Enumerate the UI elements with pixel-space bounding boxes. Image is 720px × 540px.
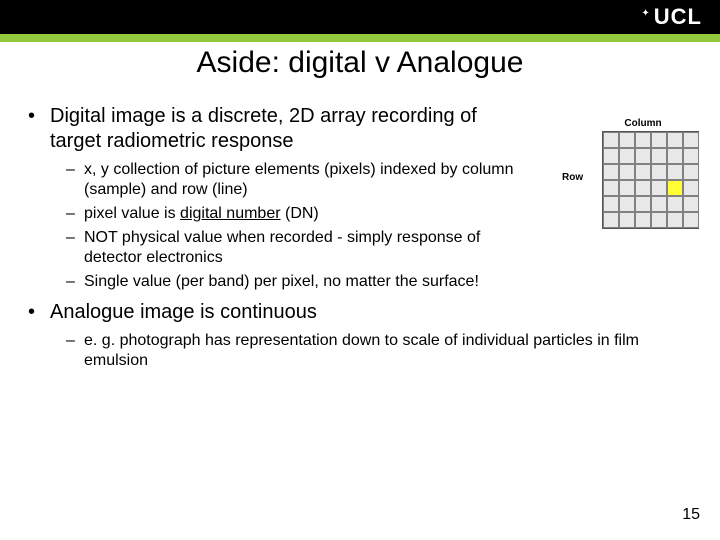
pixel-cell [667, 132, 683, 148]
pixel-grid-figure: Column Row [586, 118, 700, 229]
pixel-cell [683, 212, 699, 228]
bullet-text: Digital image is a discrete, 2D array re… [50, 105, 477, 152]
pixel-cell [683, 148, 699, 164]
pixel-cell [619, 132, 635, 148]
pixel-cell [603, 196, 619, 212]
pixel-cell [603, 180, 619, 196]
sub-bullet-list: e. g. photograph has representation down… [50, 331, 692, 371]
column-label: Column [586, 118, 700, 129]
accent-bar [0, 34, 720, 42]
pixel-cell [667, 164, 683, 180]
pixel-cell [635, 212, 651, 228]
pixel-cell [667, 212, 683, 228]
pixel-cell [603, 148, 619, 164]
pixel-cell [635, 148, 651, 164]
pixel-cell [603, 132, 619, 148]
sub-bullet-item: x, y collection of picture elements (pix… [50, 160, 530, 200]
pixel-cell [619, 196, 635, 212]
slide-title: Aside: digital v Analogue [0, 46, 720, 80]
header-bar: ✦ UCL [0, 0, 720, 34]
pixel-cell [635, 164, 651, 180]
logo-text: UCL [654, 4, 702, 30]
sub-bullet-item: Single value (per band) per pixel, no ma… [50, 272, 530, 292]
pixel-cell [635, 196, 651, 212]
pixel-cell [603, 212, 619, 228]
bullet-text: Analogue image is continuous [50, 301, 317, 323]
pixel-cell [635, 132, 651, 148]
sub-bullet-item: NOT physical value when recorded - simpl… [50, 228, 530, 268]
pixel-cell [667, 180, 683, 196]
page-number: 15 [682, 506, 700, 524]
pixel-cell [635, 180, 651, 196]
sub-bullet-item: pixel value is digital number (DN) [50, 204, 530, 224]
pixel-cell [619, 180, 635, 196]
pixel-cell [651, 180, 667, 196]
pixel-cell [667, 196, 683, 212]
pixel-cell [619, 164, 635, 180]
logo-symbol: ✦ [641, 8, 649, 19]
ucl-logo: ✦ UCL [641, 4, 702, 30]
sub-bullet-list: x, y collection of picture elements (pix… [50, 160, 528, 292]
pixel-cell [667, 148, 683, 164]
row-label: Row [562, 172, 583, 183]
pixel-cell [683, 196, 699, 212]
pixel-cell [683, 164, 699, 180]
pixel-cell [651, 148, 667, 164]
pixel-cell [619, 148, 635, 164]
pixel-cell [651, 164, 667, 180]
pixel-grid [602, 131, 699, 229]
bullet-item: Analogue image is continuous e. g. photog… [28, 300, 692, 371]
pixel-cell [603, 164, 619, 180]
pixel-cell [683, 180, 699, 196]
pixel-cell [683, 132, 699, 148]
bullet-item: Digital image is a discrete, 2D array re… [28, 104, 528, 292]
pixel-cell [619, 212, 635, 228]
pixel-cell [651, 212, 667, 228]
pixel-cell [651, 196, 667, 212]
sub-bullet-item: e. g. photograph has representation down… [50, 331, 692, 371]
pixel-cell [651, 132, 667, 148]
